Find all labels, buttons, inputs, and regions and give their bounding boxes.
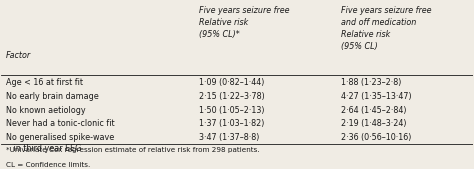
Text: Never had a tonic-clonic fit: Never had a tonic-clonic fit bbox=[6, 119, 115, 128]
Text: 2·64 (1·45–2·84): 2·64 (1·45–2·84) bbox=[341, 105, 406, 115]
Text: 2·36 (0·56–10·16): 2·36 (0·56–10·16) bbox=[341, 133, 411, 142]
Text: 1·50 (1·05–2·13): 1·50 (1·05–2·13) bbox=[199, 105, 265, 115]
Text: No early brain damage: No early brain damage bbox=[6, 92, 99, 101]
Text: No generalised spike-wave
   in third year EEG: No generalised spike-wave in third year … bbox=[6, 133, 114, 153]
Text: 1·37 (1·03–1·82): 1·37 (1·03–1·82) bbox=[199, 119, 264, 128]
Text: Age < 16 at first fit: Age < 16 at first fit bbox=[6, 78, 83, 87]
Text: Five years seizure free
and off medication
Relative risk
(95% CL): Five years seizure free and off medicati… bbox=[341, 6, 431, 51]
Text: Factor: Factor bbox=[6, 51, 31, 60]
Text: 3·47 (1·37–8·8): 3·47 (1·37–8·8) bbox=[199, 133, 260, 142]
Text: No known aetiology: No known aetiology bbox=[6, 105, 86, 115]
Text: 1·09 (0·82–1·44): 1·09 (0·82–1·44) bbox=[199, 78, 264, 87]
Text: *Univariate Cox regression estimate of relative risk from 298 patients.: *Univariate Cox regression estimate of r… bbox=[6, 147, 260, 153]
Text: Five years seizure free
Relative risk
(95% CL)*: Five years seizure free Relative risk (9… bbox=[199, 6, 290, 39]
Text: 1·88 (1·23–2·8): 1·88 (1·23–2·8) bbox=[341, 78, 401, 87]
Text: CL = Confidence limits.: CL = Confidence limits. bbox=[6, 162, 91, 168]
Text: 4·27 (1·35–13·47): 4·27 (1·35–13·47) bbox=[341, 92, 411, 101]
Text: 2·19 (1·48–3·24): 2·19 (1·48–3·24) bbox=[341, 119, 406, 128]
Text: 2·15 (1·22–3·78): 2·15 (1·22–3·78) bbox=[199, 92, 265, 101]
